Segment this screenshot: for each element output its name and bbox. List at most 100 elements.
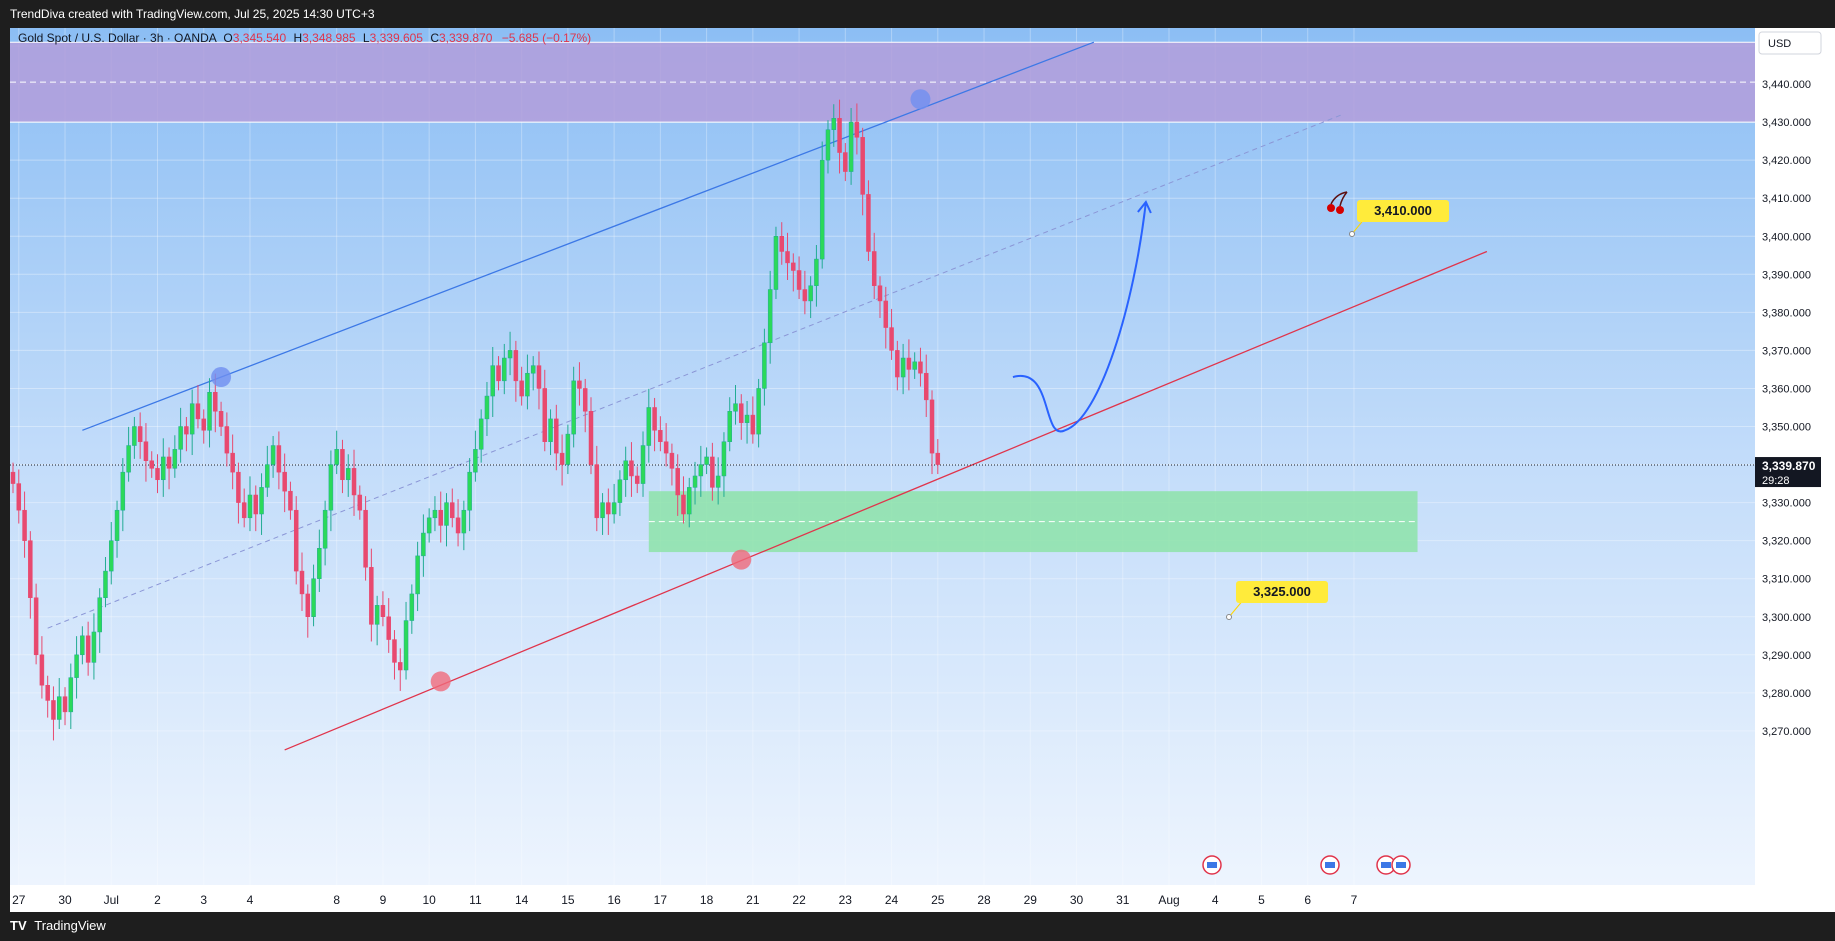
candle-body — [715, 475, 721, 488]
time-tick-label: 16 — [607, 893, 621, 907]
candle-body — [374, 605, 380, 625]
projection-curve — [1012, 201, 1147, 433]
candle-body — [109, 540, 114, 572]
candle-body — [444, 502, 449, 526]
candle-body — [623, 460, 628, 481]
cherry-left — [1327, 204, 1335, 212]
candle-body — [438, 509, 443, 526]
candle-body — [33, 597, 39, 656]
time-tick-label: 6 — [1304, 893, 1311, 907]
target-lower-label-anchor — [1226, 614, 1232, 620]
candle-body — [871, 251, 877, 286]
candle-body — [247, 494, 253, 519]
candle-body — [317, 548, 322, 579]
last-price-text: 3,339.870 — [1762, 459, 1816, 473]
plot-background — [10, 28, 1755, 912]
candle-body — [299, 570, 305, 595]
candle-body — [721, 441, 727, 477]
last-price-badge — [1755, 457, 1821, 488]
candle-body — [895, 350, 900, 378]
candle-body — [796, 270, 802, 290]
time-tick-label: 9 — [380, 893, 387, 907]
candle-body — [606, 502, 611, 515]
candle-body — [155, 468, 160, 481]
candle-body — [311, 578, 316, 618]
candle-body — [161, 456, 166, 481]
us-flag-stripe-icon — [1207, 862, 1217, 868]
legend-change: −5.685 (−0.17%) — [502, 31, 591, 45]
candle-body — [345, 468, 351, 481]
candle-body — [322, 509, 328, 549]
candle-body — [213, 392, 218, 412]
time-tick-label: 30 — [58, 893, 72, 907]
cherry-right — [1336, 206, 1344, 214]
candle-body — [634, 475, 640, 484]
candle-body — [744, 414, 750, 423]
candle-body — [814, 258, 819, 286]
candles-layer — [10, 99, 941, 741]
time-tick-label: 7 — [1351, 893, 1358, 907]
candle-body — [559, 452, 565, 465]
legend-low-label: L — [363, 31, 370, 45]
candle-body — [207, 392, 212, 431]
countdown-text: 29:28 — [1762, 475, 1790, 487]
price-tick-label: 3,300.000 — [1762, 612, 1811, 624]
candle-body — [334, 449, 339, 465]
time-tick-label: 29 — [1024, 893, 1038, 907]
candle-body — [276, 445, 282, 473]
candle-body — [877, 285, 883, 302]
price-tick-label: 3,350.000 — [1762, 422, 1811, 434]
price-tick-label: 3,360.000 — [1762, 383, 1811, 395]
candle-body — [756, 388, 761, 435]
candle-body — [698, 464, 704, 477]
price-tick-label: 3,310.000 — [1762, 574, 1811, 586]
candle-body — [259, 487, 264, 515]
time-tick-label: 28 — [977, 893, 991, 907]
candle-body — [860, 137, 865, 195]
candle-body — [386, 616, 391, 640]
candle-body — [773, 236, 779, 290]
candle-body — [554, 418, 559, 454]
candle-body — [253, 494, 259, 515]
candle-body — [149, 460, 154, 469]
candle-body — [421, 532, 426, 557]
time-tick-label: 2 — [154, 893, 161, 907]
candle-body — [710, 456, 715, 488]
time-axis[interactable]: 27 30 Jul 2 3 4 8 9 10 11 14 15 16 17 18 21 22 23 24 25 28 29… — [12, 893, 1358, 907]
channel-touch-marker — [910, 89, 931, 110]
candle-body — [912, 361, 917, 370]
candle-body — [675, 468, 680, 496]
price-tick-label: 3,280.000 — [1762, 688, 1811, 700]
candle-body — [496, 365, 501, 382]
overlay-layer: 3,410.000 3,325.000 — [211, 89, 1449, 875]
time-tick-label: 14 — [515, 893, 529, 907]
candle-body — [293, 509, 299, 572]
candle-body — [577, 380, 582, 389]
candle-body — [230, 452, 235, 473]
candle-body — [415, 555, 420, 595]
top-caption-bar: TrendDiva created with TradingView.com, … — [0, 0, 1835, 28]
currency-button[interactable]: USD — [1758, 31, 1822, 55]
candle-body — [467, 471, 472, 511]
candle-body — [750, 414, 756, 435]
legend-close: 3,339.870 — [439, 31, 493, 45]
legend-high-label: H — [294, 31, 303, 45]
candle-body — [478, 418, 484, 450]
price-tick-label: 3,330.000 — [1762, 498, 1811, 510]
candle-body — [646, 407, 652, 446]
candle-body — [843, 152, 848, 172]
candle-body — [91, 631, 97, 663]
legend-text: Gold Spot / U.S. Dollar · 3h · OANDA O3,… — [18, 31, 591, 45]
candle-body — [369, 567, 374, 625]
candle-body — [80, 635, 85, 656]
candle-body — [132, 426, 137, 446]
candle-body — [727, 411, 732, 442]
candle-body — [409, 593, 415, 621]
time-tick-label: 4 — [247, 893, 254, 907]
target-upper-label-box — [1357, 200, 1449, 222]
candle-body — [819, 159, 825, 260]
candle-body — [201, 418, 206, 431]
brand-text: TradingView — [34, 918, 106, 933]
price-axis[interactable]: 3,270.000 3,280.000 3,290.000 3,300.000 3,31… — [1755, 41, 1821, 738]
